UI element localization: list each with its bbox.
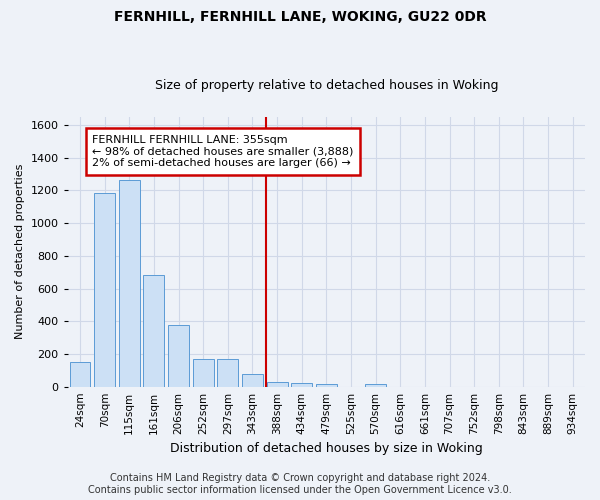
Bar xyxy=(365,384,386,386)
Bar xyxy=(291,382,312,386)
Bar xyxy=(143,276,164,386)
X-axis label: Distribution of detached houses by size in Woking: Distribution of detached houses by size … xyxy=(170,442,483,455)
Bar xyxy=(217,359,238,386)
Text: FERNHILL, FERNHILL LANE, WOKING, GU22 0DR: FERNHILL, FERNHILL LANE, WOKING, GU22 0D… xyxy=(113,10,487,24)
Bar xyxy=(168,326,189,386)
Y-axis label: Number of detached properties: Number of detached properties xyxy=(15,164,25,340)
Title: Size of property relative to detached houses in Woking: Size of property relative to detached ho… xyxy=(155,79,498,92)
Bar xyxy=(94,193,115,386)
Text: FERNHILL FERNHILL LANE: 355sqm
← 98% of detached houses are smaller (3,888)
2% o: FERNHILL FERNHILL LANE: 355sqm ← 98% of … xyxy=(92,135,354,168)
Bar xyxy=(266,382,287,386)
Text: Contains HM Land Registry data © Crown copyright and database right 2024.
Contai: Contains HM Land Registry data © Crown c… xyxy=(88,474,512,495)
Bar xyxy=(70,362,91,386)
Bar xyxy=(242,374,263,386)
Bar xyxy=(119,180,140,386)
Bar xyxy=(316,384,337,386)
Bar xyxy=(193,359,214,386)
